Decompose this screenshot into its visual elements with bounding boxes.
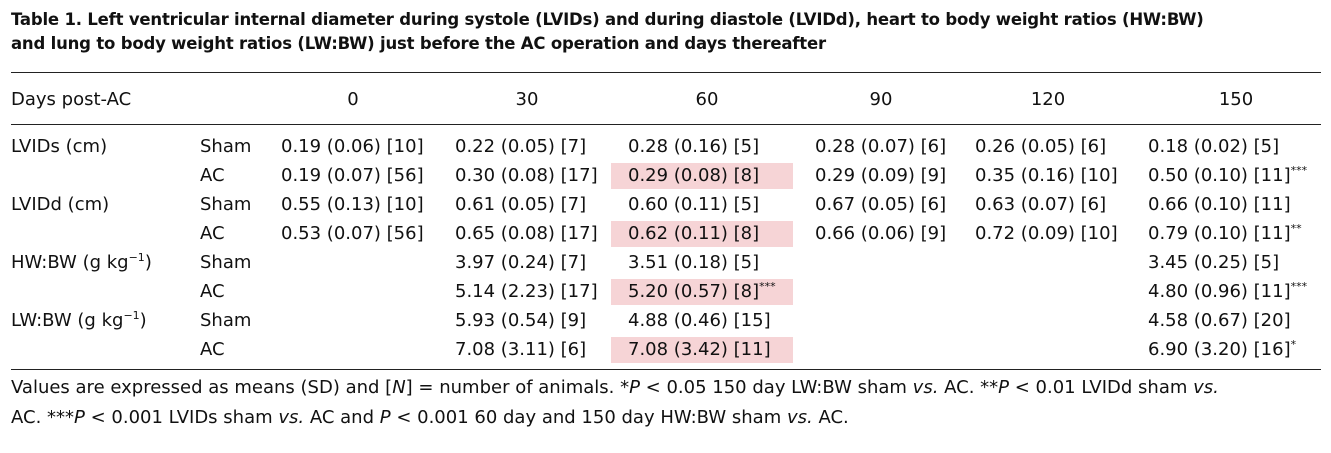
table-caption: Table 1. Left ventricular internal diame… bbox=[11, 8, 1321, 56]
table-cell: 0.63 (0.07) [6] bbox=[975, 194, 1107, 215]
table-cell: 0.62 (0.11) [8] bbox=[628, 223, 760, 244]
table-cell: 3.51 (0.18) [5] bbox=[628, 252, 760, 273]
table-cell: 0.35 (0.16) [10] bbox=[975, 165, 1118, 186]
table-cell: 0.66 (0.10) [11] bbox=[1148, 194, 1291, 215]
day-header-60: 60 bbox=[695, 89, 719, 110]
significance-mark: *** bbox=[1290, 280, 1308, 293]
top-rule bbox=[11, 72, 1321, 73]
table-cell: 0.61 (0.05) [7] bbox=[455, 194, 587, 215]
table-cell: 4.80 (0.96) [11]*** bbox=[1148, 280, 1308, 302]
significance-mark: *** bbox=[1290, 164, 1308, 177]
table-cell: 0.65 (0.08) [17] bbox=[455, 223, 598, 244]
table-cell: 0.18 (0.02) [5] bbox=[1148, 136, 1280, 157]
table-cell: 0.50 (0.10) [11]*** bbox=[1148, 164, 1308, 186]
highlight-cell bbox=[611, 163, 793, 189]
table-cell: 0.22 (0.05) [7] bbox=[455, 136, 587, 157]
table-cell: 7.08 (3.11) [6] bbox=[455, 339, 587, 360]
table-cell: 5.14 (2.23) [17] bbox=[455, 281, 598, 302]
table-cell: 0.30 (0.08) [17] bbox=[455, 165, 598, 186]
table-footnote: Values are expressed as means (SD) and [… bbox=[11, 377, 1219, 428]
row-group-label: AC bbox=[200, 339, 225, 360]
table-cell: 3.45 (0.25) [5] bbox=[1148, 252, 1280, 273]
caption-line-1: Table 1. Left ventricular internal diame… bbox=[11, 10, 1204, 29]
row-group-label: Sham bbox=[200, 252, 252, 273]
significance-mark: ** bbox=[1290, 222, 1302, 235]
table-cell: 4.88 (0.46) [15] bbox=[628, 310, 771, 331]
table-cell: 0.19 (0.06) [10] bbox=[281, 136, 424, 157]
day-header-150: 150 bbox=[1218, 89, 1254, 110]
day-header-30: 30 bbox=[515, 89, 539, 110]
table-cell: 0.28 (0.07) [6] bbox=[815, 136, 947, 157]
table-cell: 0.29 (0.09) [9] bbox=[815, 165, 947, 186]
table-cell: 0.53 (0.07) [56] bbox=[281, 223, 424, 244]
table-cell: 3.97 (0.24) [7] bbox=[455, 252, 587, 273]
table-cell: 0.72 (0.09) [10] bbox=[975, 223, 1118, 244]
row-group-label: AC bbox=[200, 281, 225, 302]
row-group-label: Sham bbox=[200, 136, 252, 157]
table-cell: 0.28 (0.16) [5] bbox=[628, 136, 760, 157]
row-measure-label: LW:BW (g kg−1) bbox=[11, 309, 147, 331]
row-group-label: AC bbox=[200, 165, 225, 186]
table-cell: 0.55 (0.13) [10] bbox=[281, 194, 424, 215]
table-cell: 0.29 (0.08) [8] bbox=[628, 165, 760, 186]
significance-mark: *** bbox=[759, 280, 776, 293]
table-cell: 0.79 (0.10) [11]** bbox=[1148, 222, 1302, 244]
row-measure-label: HW:BW (g kg−1) bbox=[11, 251, 152, 273]
table-cell: 0.60 (0.11) [5] bbox=[628, 194, 760, 215]
bottom-rule bbox=[11, 369, 1321, 370]
table-cell: 6.90 (3.20) [16]* bbox=[1148, 338, 1297, 360]
significance-mark: * bbox=[1290, 338, 1297, 351]
table-cell: 0.26 (0.05) [6] bbox=[975, 136, 1107, 157]
highlight-cell bbox=[611, 279, 793, 305]
header-rule bbox=[11, 124, 1321, 125]
highlight-cell bbox=[611, 337, 793, 363]
day-header-0: 0 bbox=[347, 89, 359, 110]
caption-line-2: and lung to body weight ratios (LW:BW) j… bbox=[11, 34, 826, 53]
table-cell: 0.19 (0.07) [56] bbox=[281, 165, 424, 186]
row-measure-label: LVIDd (cm) bbox=[11, 194, 110, 215]
highlight-cell bbox=[611, 221, 793, 247]
table-cell: 0.67 (0.05) [6] bbox=[815, 194, 947, 215]
table-cell: 4.58 (0.67) [20] bbox=[1148, 310, 1291, 331]
row-group-label: Sham bbox=[200, 194, 252, 215]
table-cell: 5.20 (0.57) [8]*** bbox=[628, 280, 776, 302]
days-header-label: Days post-AC bbox=[11, 89, 132, 110]
table-cell: 7.08 (3.42) [11] bbox=[628, 339, 771, 360]
day-header-90: 90 bbox=[869, 89, 893, 110]
table-cell: 5.93 (0.54) [9] bbox=[455, 310, 587, 331]
row-measure-label: LVIDs (cm) bbox=[11, 136, 108, 157]
row-group-label: AC bbox=[200, 223, 225, 244]
row-group-label: Sham bbox=[200, 310, 252, 331]
day-header-120: 120 bbox=[1030, 89, 1066, 110]
table-cell: 0.66 (0.06) [9] bbox=[815, 223, 947, 244]
